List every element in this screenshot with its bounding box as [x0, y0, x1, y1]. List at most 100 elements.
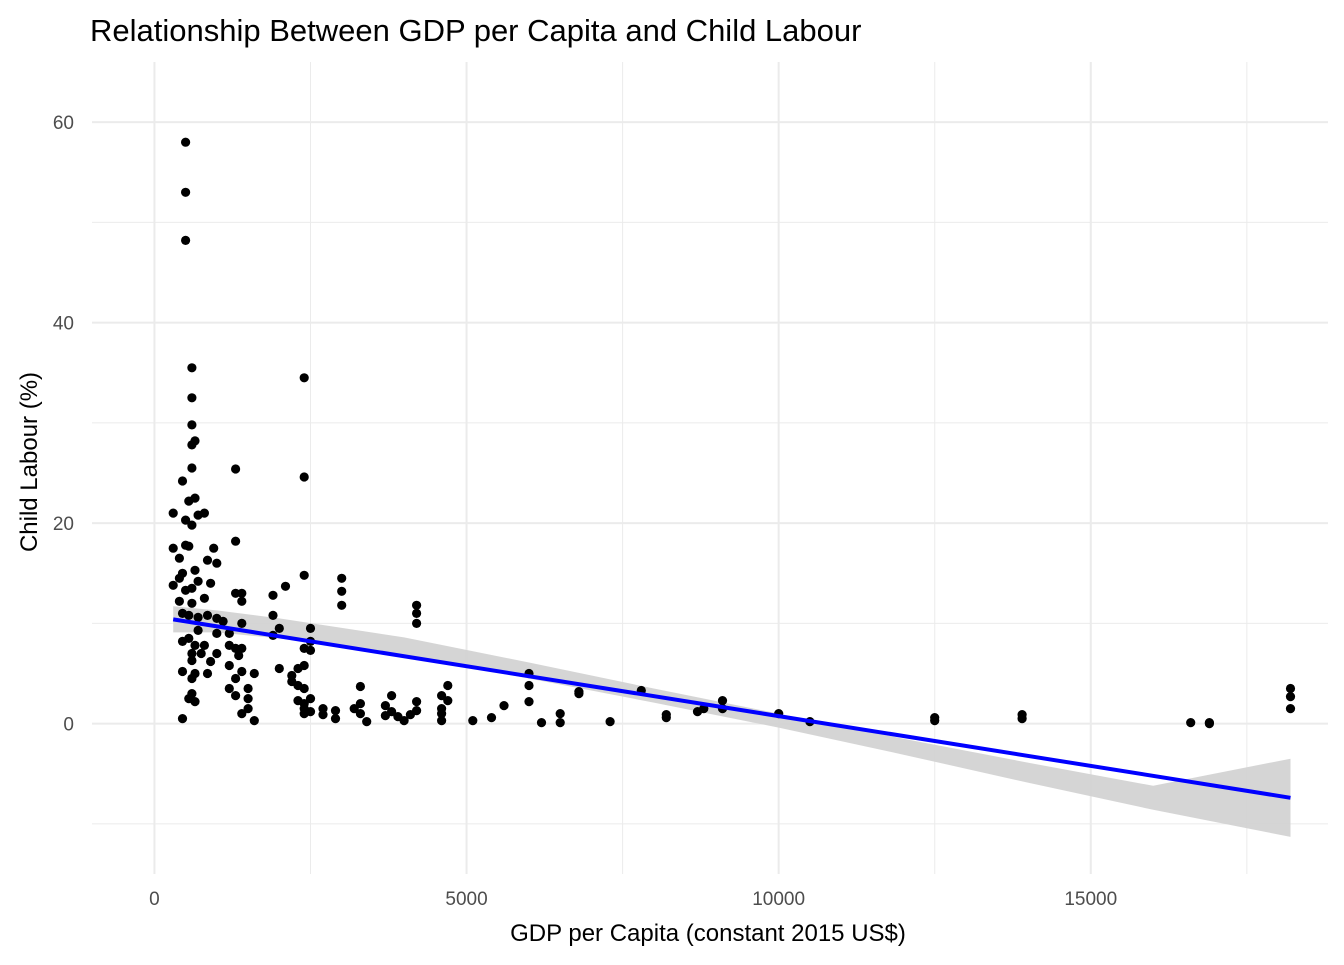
- data-point: [293, 663, 303, 674]
- data-point: [209, 543, 219, 553]
- data-point: [605, 717, 615, 727]
- data-point: [486, 713, 497, 723]
- data-point: [405, 710, 415, 720]
- data-point: [299, 472, 309, 482]
- data-point: [187, 363, 197, 373]
- data-point: [187, 655, 197, 666]
- data-point: [206, 578, 216, 588]
- data-point: [1204, 719, 1214, 729]
- data-point: [174, 573, 184, 583]
- data-point: [168, 543, 178, 553]
- data-point: [181, 235, 191, 245]
- data-point: [299, 570, 309, 580]
- data-point: [231, 643, 241, 654]
- x-axis-label: GDP per Capita (constant 2015 US$): [510, 920, 906, 947]
- data-point: [218, 616, 228, 627]
- x-tick-label: 15000: [1064, 889, 1117, 910]
- data-point: [212, 648, 222, 659]
- data-point: [202, 668, 213, 679]
- data-point: [349, 704, 359, 714]
- data-point: [443, 680, 453, 691]
- data-point: [187, 583, 197, 593]
- data-point: [237, 588, 247, 598]
- data-point: [399, 716, 409, 726]
- data-point: [190, 565, 200, 575]
- data-point: [187, 520, 197, 530]
- data-point: [168, 580, 178, 590]
- data-point: [231, 691, 241, 701]
- data-point: [184, 496, 194, 506]
- data-point: [930, 716, 940, 726]
- data-point: [193, 576, 203, 586]
- data-point: [305, 645, 316, 656]
- data-point: [305, 694, 316, 704]
- data-point: [237, 596, 247, 606]
- data-point: [249, 668, 259, 679]
- data-point: [212, 558, 222, 568]
- data-point: [177, 476, 188, 486]
- data-point: [181, 137, 191, 147]
- data-point: [193, 510, 203, 520]
- data-point: [196, 648, 206, 659]
- data-point: [184, 610, 194, 621]
- data-point: [355, 709, 365, 719]
- data-point: [224, 660, 234, 671]
- data-point: [224, 628, 234, 639]
- data-point: [412, 608, 422, 619]
- data-point: [243, 694, 253, 704]
- data-point: [387, 691, 397, 701]
- data-point: [237, 618, 247, 629]
- data-point: [187, 420, 197, 430]
- data-point: [412, 697, 422, 707]
- x-tick-label: 5000: [445, 889, 487, 910]
- y-tick-label: 60: [53, 113, 74, 134]
- data-point: [1285, 704, 1296, 714]
- data-point: [412, 600, 422, 610]
- data-point: [187, 673, 197, 684]
- data-point: [330, 714, 341, 724]
- data-point: [243, 704, 253, 714]
- data-point: [380, 711, 390, 721]
- data-point: [280, 581, 291, 591]
- data-point: [299, 373, 309, 383]
- data-point: [177, 636, 188, 647]
- data-point: [243, 683, 253, 694]
- data-point: [206, 656, 216, 667]
- data-point: [202, 610, 213, 621]
- tick-labels-layer: 0 5000 10000 15000 0 20 40 60: [53, 113, 1117, 910]
- data-point: [443, 696, 453, 706]
- data-point: [468, 716, 478, 726]
- y-axis-label: Child Labour (%): [16, 372, 43, 552]
- data-point: [190, 697, 200, 707]
- data-point: [355, 681, 365, 692]
- data-point: [362, 717, 372, 727]
- data-point: [524, 697, 534, 707]
- data-point: [199, 593, 209, 603]
- data-point: [305, 623, 316, 634]
- data-point: [437, 709, 447, 719]
- data-point: [574, 687, 584, 697]
- data-point: [181, 515, 191, 525]
- data-point: [299, 709, 309, 719]
- data-point: [274, 623, 284, 634]
- data-point: [717, 696, 728, 706]
- data-point: [237, 666, 247, 677]
- data-point: [268, 610, 278, 621]
- data-point: [187, 648, 197, 659]
- data-point: [224, 683, 234, 694]
- data-point: [190, 640, 200, 651]
- data-point: [318, 710, 328, 720]
- data-point: [337, 600, 347, 610]
- data-point: [187, 463, 197, 473]
- x-tick-label: 10000: [752, 889, 805, 910]
- y-tick-label: 20: [53, 514, 74, 535]
- data-point: [187, 393, 197, 403]
- data-point: [234, 650, 244, 661]
- data-point: [231, 536, 241, 546]
- data-point: [181, 187, 191, 197]
- data-point: [337, 586, 347, 596]
- data-point: [1285, 692, 1296, 702]
